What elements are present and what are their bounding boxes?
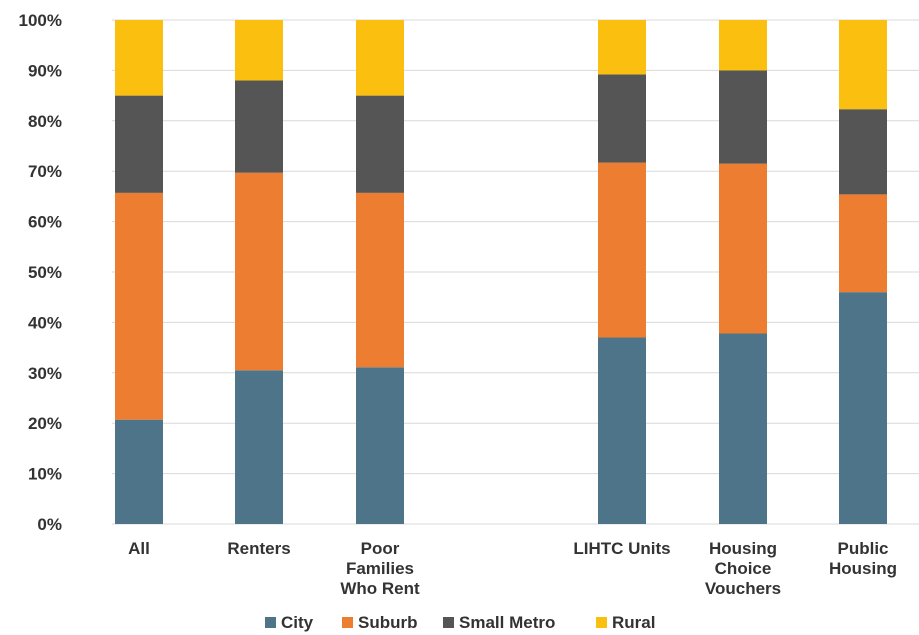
legend-label: Rural <box>612 613 655 632</box>
y-tick-label: 50% <box>28 263 62 282</box>
bar-segment-city <box>719 333 767 524</box>
x-tick-label: Renters <box>227 539 290 558</box>
bar-segment-city <box>598 337 646 524</box>
y-tick-label: 40% <box>28 313 62 332</box>
bar-segment-rural <box>235 20 283 81</box>
gridlines <box>112 19 919 525</box>
legend-swatch-rural <box>596 617 607 628</box>
bar-segment-suburb <box>719 163 767 334</box>
bars <box>115 20 887 524</box>
y-tick-label: 100% <box>19 11 62 30</box>
bar-segment-small-metro <box>839 109 887 195</box>
legend-label: Suburb <box>358 613 418 632</box>
legend-swatch-small-metro <box>443 617 454 628</box>
bar-segment-rural <box>719 20 767 71</box>
x-tick-label: Public Housing <box>829 539 897 578</box>
bar-segment-city <box>356 367 404 524</box>
bar-segment-suburb <box>356 192 404 368</box>
legend: City Suburb Small Metro Rural <box>265 613 655 632</box>
bar-segment-suburb <box>115 192 163 420</box>
y-tick-label: 90% <box>28 61 62 80</box>
bar-segment-small-metro <box>115 95 163 193</box>
bar-segment-suburb <box>598 162 646 338</box>
y-tick-label: 30% <box>28 364 62 383</box>
legend-label: City <box>281 613 314 632</box>
bar-segment-rural <box>598 20 646 75</box>
x-tick-label: All <box>128 539 150 558</box>
y-tick-label: 10% <box>28 465 62 484</box>
bar-segment-small-metro <box>356 95 404 193</box>
y-tick-label: 0% <box>37 515 62 534</box>
x-tick-label: Poor Families Who Rent <box>340 539 420 598</box>
bar-segment-small-metro <box>719 70 767 164</box>
bar-segment-city <box>115 419 163 524</box>
x-axis-ticks: All Renters Poor Families Who Rent LIHTC Unit… <box>128 539 897 598</box>
bar-segment-rural <box>839 20 887 110</box>
bar-segment-small-metro <box>598 74 646 163</box>
bar-segment-suburb <box>235 172 283 371</box>
x-tick-label: LIHTC Units <box>573 539 670 558</box>
y-tick-label: 20% <box>28 414 62 433</box>
bar-segment-suburb <box>839 194 887 293</box>
y-tick-label: 60% <box>28 213 62 232</box>
x-tick-label: Housing Choice Vouchers <box>705 539 781 598</box>
bar-segment-city <box>235 370 283 524</box>
legend-label: Small Metro <box>459 613 555 632</box>
y-axis-ticks: 0% 10% 20% 30% 40% 50% 60% 70% 80% 90% 100% <box>19 11 62 534</box>
legend-swatch-suburb <box>342 617 353 628</box>
bar-segment-rural <box>356 20 404 96</box>
bar-segment-rural <box>115 20 163 96</box>
y-tick-label: 80% <box>28 112 62 131</box>
legend-swatch-city <box>265 617 276 628</box>
bar-segment-small-metro <box>235 80 283 173</box>
y-tick-label: 70% <box>28 162 62 181</box>
bar-segment-city <box>839 292 887 524</box>
